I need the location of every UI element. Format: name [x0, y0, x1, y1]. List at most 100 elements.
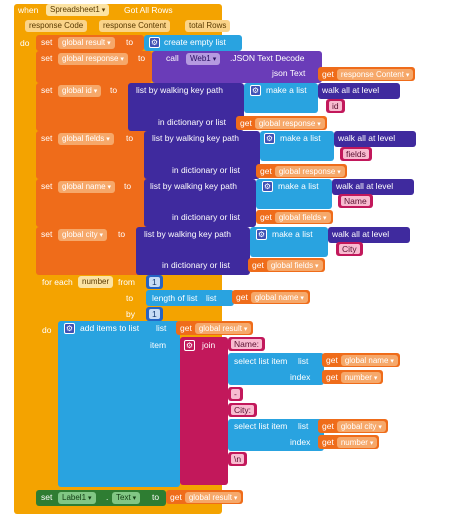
label-component-dropdown[interactable]: Label1 — [58, 492, 96, 504]
to-label: to — [126, 293, 134, 303]
by-label: by — [126, 309, 135, 319]
number-by[interactable]: 1 — [146, 307, 163, 321]
walk-key-path-block-city[interactable] — [136, 227, 250, 275]
do-label: do — [42, 325, 52, 335]
get-global-name[interactable]: get global name — [322, 353, 400, 367]
get-number[interactable]: get number — [322, 370, 384, 384]
web-json-decode-block[interactable] — [152, 51, 322, 83]
set-label: set — [41, 53, 53, 63]
do-label: do — [20, 38, 30, 48]
make-a-list-label: make a list — [280, 133, 321, 143]
string-name[interactable]: Name — [338, 194, 373, 208]
select-list-item-block[interactable] — [228, 353, 324, 385]
add-items-to-list-block[interactable] — [58, 321, 180, 487]
walk-all-label: walk all at level — [336, 181, 394, 191]
gear-icon[interactable]: ⚙ — [262, 181, 273, 192]
for-each-label: for each — [42, 277, 73, 287]
event-component-dropdown[interactable]: Spreadsheet1 — [46, 4, 110, 16]
create-empty-list-label: create empty list — [164, 37, 226, 47]
to-label: to — [152, 492, 160, 502]
get-global-city[interactable]: get global city — [318, 419, 388, 433]
select-list-item-label: select list item — [234, 421, 288, 431]
dot-label: . — [106, 492, 109, 502]
event-name: Got All Rows — [124, 5, 173, 15]
walk-all-level-block[interactable] — [332, 179, 414, 195]
set-var-dropdown[interactable]: global result — [58, 37, 115, 49]
in-dict-label: in dictionary or list — [172, 165, 241, 175]
in-dict-label: in dictionary or list — [158, 117, 227, 127]
length-of-list-block[interactable] — [146, 290, 234, 306]
set-label: set — [41, 492, 53, 502]
set-label-text-block[interactable] — [36, 490, 166, 506]
index-label: index — [290, 437, 311, 447]
string-newline[interactable]: \n — [228, 452, 248, 466]
loop-var-number[interactable]: number — [78, 276, 114, 288]
walk-all-label: walk all at level — [338, 133, 396, 143]
walk-key-path-block-id[interactable] — [128, 83, 244, 131]
gear-icon[interactable]: ⚙ — [64, 323, 75, 334]
string-city[interactable]: City — [336, 242, 363, 256]
string-fields[interactable]: fields — [340, 147, 372, 161]
to-label: to — [126, 37, 134, 47]
to-label: to — [118, 229, 126, 239]
make-a-list-label: make a list — [272, 229, 313, 239]
set-var-dropdown[interactable]: global response — [58, 53, 128, 65]
set-var-dropdown[interactable]: global name — [58, 181, 116, 193]
create-empty-list-block[interactable] — [144, 35, 242, 51]
get-global-response[interactable]: get global response — [256, 164, 347, 178]
when-label: when — [18, 5, 39, 15]
number-from[interactable]: 1 — [146, 275, 163, 289]
label-prop-dropdown[interactable]: Text — [112, 492, 141, 504]
add-items-label: add items to list — [80, 323, 140, 333]
select-list-item-label: select list item — [234, 356, 288, 366]
walk-key-path-block-fields[interactable] — [144, 131, 260, 179]
get-global-fields[interactable]: get global fields — [248, 258, 325, 272]
string-id[interactable]: id — [326, 99, 345, 113]
string-city-label[interactable]: City: — [228, 403, 257, 417]
get-global-fields[interactable]: get global fields — [256, 210, 333, 224]
gear-icon[interactable]: ⚙ — [149, 37, 160, 48]
gear-icon[interactable]: ⚙ — [264, 133, 275, 144]
to-label: to — [126, 133, 134, 143]
walk-all-level-block[interactable] — [318, 83, 400, 99]
select-list-item-block[interactable] — [228, 419, 324, 451]
index-label: index — [290, 372, 311, 382]
get-global-name[interactable]: get global name — [232, 290, 310, 304]
walk-all-label: walk all at level — [322, 85, 380, 95]
web-component-dropdown[interactable]: Web1 — [186, 53, 221, 65]
gear-icon[interactable]: ⚙ — [250, 85, 261, 96]
gear-icon[interactable]: ⚙ — [184, 340, 195, 351]
param-total-rows[interactable]: total Rows — [185, 20, 231, 32]
get-global-result[interactable]: get global result — [166, 490, 244, 504]
in-dict-label: in dictionary or list — [162, 260, 231, 270]
walk-key-path-block-name[interactable] — [144, 179, 256, 227]
set-var-dropdown[interactable]: global fields — [58, 133, 114, 145]
list-label: list — [298, 356, 309, 366]
param-response-code[interactable]: response Code — [25, 20, 88, 32]
to-label: to — [124, 181, 132, 191]
walk-all-level-block[interactable] — [328, 227, 410, 243]
string-name-label[interactable]: Name: — [228, 337, 266, 351]
list-label: list — [206, 293, 217, 303]
walk-all-level-block[interactable] — [334, 131, 416, 147]
string-dash[interactable]: - — [228, 387, 243, 401]
gear-icon[interactable]: ⚙ — [256, 229, 267, 240]
to-label: to — [138, 53, 146, 63]
make-a-list-label: make a list — [266, 85, 307, 95]
get-number[interactable]: get number — [318, 435, 380, 449]
get-global-response[interactable]: get global response — [236, 116, 327, 130]
get-response-content[interactable]: get response Content — [318, 67, 416, 81]
param-response-content[interactable]: response Content — [99, 20, 171, 32]
item-label: item — [150, 340, 167, 350]
join-block[interactable] — [180, 337, 228, 485]
get-global-result[interactable]: get global result — [176, 321, 254, 335]
set-var-dropdown[interactable]: global city — [58, 229, 108, 241]
set-label: set — [41, 37, 53, 47]
to-label: to — [110, 85, 118, 95]
call-label: call — [166, 53, 179, 63]
json-method-label: .JSON Text Decode — [230, 53, 305, 63]
walk-key-path-label: list by walking key path — [150, 181, 237, 191]
set-var-dropdown[interactable]: global id — [58, 85, 102, 97]
set-label: set — [41, 229, 53, 239]
list-label: list — [298, 421, 309, 431]
